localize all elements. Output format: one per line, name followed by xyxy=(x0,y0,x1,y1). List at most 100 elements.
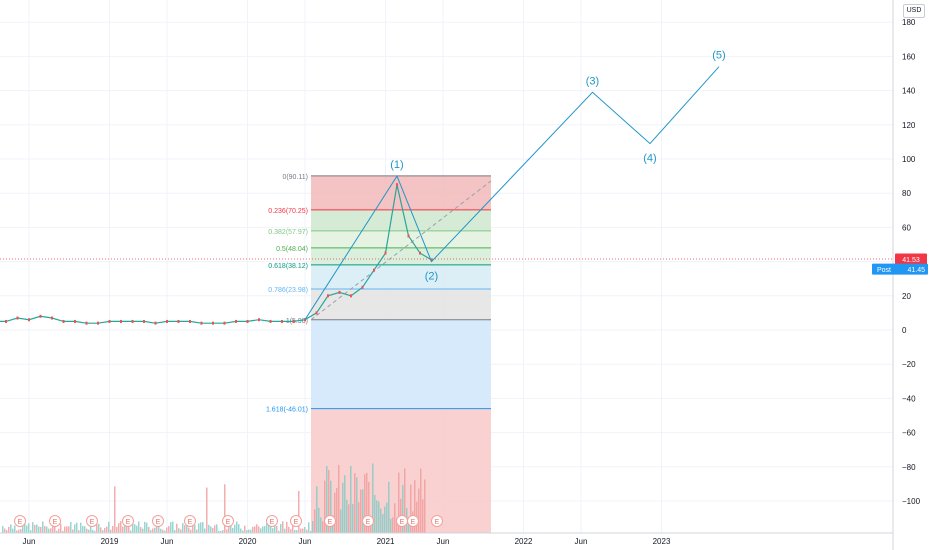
volume-bar xyxy=(78,530,80,533)
volume-bar xyxy=(10,524,12,533)
earnings-marker-label: E xyxy=(411,519,416,526)
y-tick-label: −20 xyxy=(902,360,916,369)
price-candle xyxy=(177,319,180,323)
volume-bar xyxy=(402,485,404,533)
volume-bar xyxy=(350,466,352,533)
volume-bar xyxy=(46,526,48,533)
volume-bar xyxy=(50,528,52,533)
y-tick-label: −40 xyxy=(902,394,916,403)
volume-bar xyxy=(186,521,188,533)
x-tick-label: Jun xyxy=(437,537,450,546)
volume-bar xyxy=(112,526,114,533)
price-candle xyxy=(62,319,65,323)
volume-bar xyxy=(278,530,280,533)
price-candle xyxy=(430,258,433,262)
volume-bar xyxy=(22,524,24,533)
volume-bar xyxy=(348,504,350,533)
volume-bar xyxy=(422,499,424,533)
volume-bar xyxy=(408,519,410,533)
volume-bar xyxy=(188,527,190,533)
volume-bar xyxy=(110,529,112,533)
y-tick-label: −80 xyxy=(902,463,916,472)
volume-bar xyxy=(232,527,234,533)
x-tick-label: 2021 xyxy=(377,537,395,546)
price-candle xyxy=(39,314,42,318)
volume-bar xyxy=(96,523,98,533)
volume-bar xyxy=(206,487,208,533)
volume-bar xyxy=(82,526,84,533)
earnings-marker xyxy=(86,515,98,527)
price-candle xyxy=(315,311,318,315)
volume-bar xyxy=(44,526,46,533)
y-tick-label: 80 xyxy=(902,189,911,198)
volume-bar xyxy=(74,524,76,533)
volume-bar xyxy=(254,526,256,533)
elliott-wave-projection[interactable]: (1) (2) (3) (4) (5) xyxy=(304,50,726,320)
price-candle xyxy=(269,319,272,323)
earnings-marker xyxy=(122,515,134,527)
volume-bar xyxy=(238,524,240,533)
volume-bar xyxy=(372,463,374,533)
price-candle xyxy=(212,321,214,325)
volume-bar xyxy=(24,521,26,533)
earnings-marker xyxy=(49,515,61,527)
volume-bar xyxy=(192,523,194,533)
earnings-marker-label: E xyxy=(156,519,161,526)
price-candle xyxy=(223,321,226,325)
price-candle xyxy=(200,321,203,325)
volume-bar xyxy=(60,523,62,533)
volume-bar xyxy=(234,524,236,533)
volume-bar xyxy=(134,524,136,533)
volume-bar xyxy=(122,526,124,533)
currency-label[interactable]: USD xyxy=(903,4,925,18)
volume-bar xyxy=(148,526,150,533)
volume-bar xyxy=(396,518,398,533)
volume-bar xyxy=(160,528,162,533)
x-tick-label: 2022 xyxy=(515,537,533,546)
volume-bar xyxy=(158,521,160,533)
earnings-marker-label: E xyxy=(294,519,299,526)
volume-bar xyxy=(410,484,412,533)
volume-bar xyxy=(120,521,122,533)
price-candle xyxy=(51,316,53,320)
volume-bar xyxy=(144,521,146,533)
volume-bar xyxy=(316,486,318,533)
volume-bar xyxy=(2,526,4,533)
volume-bar xyxy=(168,526,170,533)
volume-bar xyxy=(34,524,36,533)
fib-level-label: 0.236(70.25) xyxy=(268,208,308,215)
volume-bar xyxy=(394,503,396,533)
volume-bar xyxy=(14,525,16,533)
earnings-marker xyxy=(266,515,278,527)
price-candle xyxy=(384,251,387,255)
y-tick-label: 120 xyxy=(902,121,916,130)
fib-level-label: 0.5(48.04) xyxy=(276,246,308,253)
volume-bar xyxy=(140,527,142,533)
volume-bar xyxy=(162,529,164,533)
x-tick-label: 2019 xyxy=(101,537,119,546)
volume-bar xyxy=(330,480,332,533)
volume-bar xyxy=(190,529,192,533)
price-candle xyxy=(189,319,191,323)
y-tick-label: 60 xyxy=(902,223,911,232)
price-candle xyxy=(327,294,329,298)
price-candle xyxy=(407,234,410,238)
earnings-marker xyxy=(431,515,443,527)
volume-bar xyxy=(62,530,64,533)
volume-bar xyxy=(398,472,400,533)
price-candle xyxy=(361,285,364,289)
volume-bar xyxy=(86,528,88,533)
volume-bar xyxy=(176,523,178,533)
fibonacci-retracement[interactable]: 0(90.11) 0.236(70.25) 0.382(57.97) 0.5(48.0… xyxy=(266,174,492,533)
volume-bar xyxy=(64,526,66,533)
price-series xyxy=(0,183,433,325)
volume-bar xyxy=(240,528,242,533)
fib-level-label: 0.618(38.12) xyxy=(268,263,308,270)
volume-bar xyxy=(252,526,254,533)
price-candle xyxy=(292,319,295,323)
earnings-marker xyxy=(290,515,302,527)
